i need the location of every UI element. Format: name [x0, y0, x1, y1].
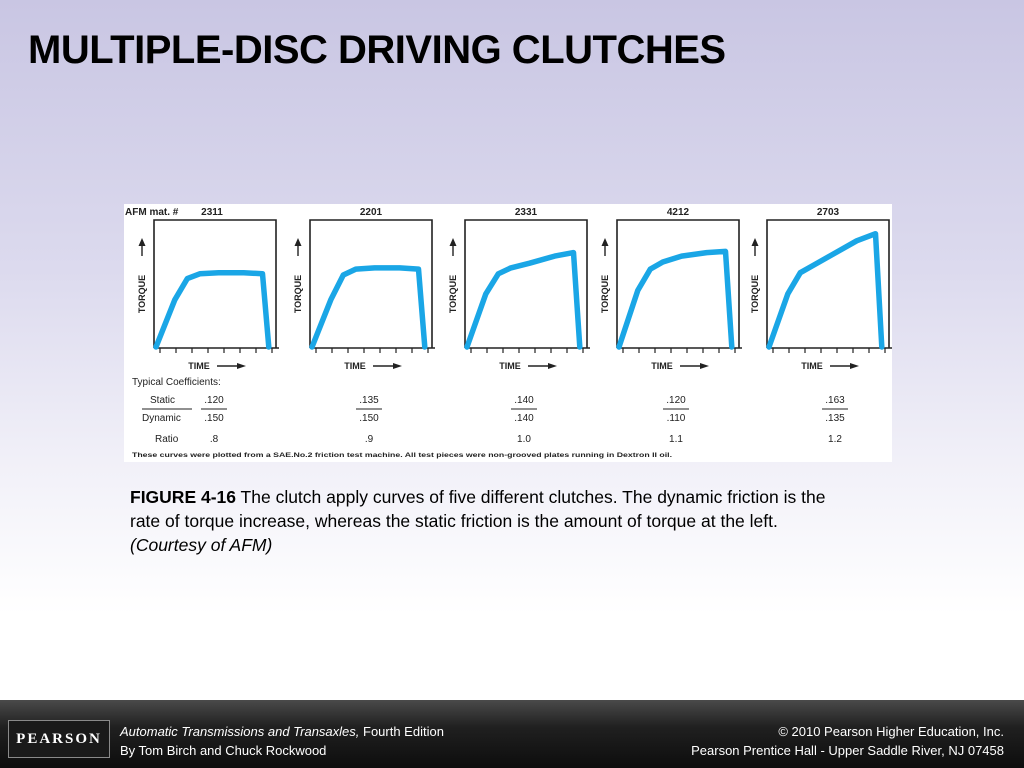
mat-number: 2311 — [201, 207, 223, 218]
mat-number: 2201 — [360, 207, 383, 218]
coefficients-header: Typical Coefficients: — [132, 377, 221, 388]
ratio-value: 1.1 — [669, 434, 683, 445]
static-coefficient: .163 — [825, 395, 845, 406]
book-info: Automatic Transmissions and Transaxles, … — [120, 722, 444, 760]
ratio-row-label: Ratio — [155, 434, 179, 445]
static-coefficient: .140 — [514, 395, 534, 406]
torque-arrow-head — [138, 238, 146, 246]
time-arrow-head — [548, 363, 557, 369]
dynamic-coefficient: .110 — [667, 413, 686, 424]
dynamic-coefficient: .150 — [204, 413, 224, 424]
y-axis-label: TORQUE — [293, 275, 303, 313]
static-coefficient: .120 — [666, 395, 686, 406]
x-axis-label: TIME — [188, 361, 210, 371]
x-axis-label: TIME — [651, 361, 673, 371]
clutch-curve — [464, 249, 583, 350]
time-arrow-head — [700, 363, 709, 369]
figure-footnote: These curves were plotted from a SAE.No.… — [132, 452, 672, 459]
book-authors: By Tom Birch and Chuck Rockwood — [120, 743, 327, 758]
panel-frame — [153, 219, 277, 348]
dynamic-coefficient: .140 — [514, 413, 534, 424]
panel-frame — [309, 219, 433, 348]
clutch-curve — [616, 248, 735, 350]
dynamic-coefficient: .150 — [359, 413, 379, 424]
x-axis-label: TIME — [499, 361, 521, 371]
caption-label: FIGURE 4-16 — [130, 487, 236, 507]
caption-text: The clutch apply curves of five differen… — [130, 487, 826, 531]
mat-number: 4212 — [667, 207, 690, 218]
mat-number: 2703 — [817, 207, 840, 218]
x-axis-label: TIME — [344, 361, 366, 371]
static-row-label: Static — [150, 395, 175, 406]
y-axis-label: TORQUE — [600, 275, 610, 313]
torque-arrow-head — [449, 238, 457, 246]
mat-number: 2331 — [515, 207, 538, 218]
footer-bar: PEARSON Automatic Transmissions and Tran… — [0, 700, 1024, 768]
time-arrow-head — [237, 363, 246, 369]
static-coefficient: .120 — [204, 395, 224, 406]
mat-number-label: AFM mat. # — [125, 207, 179, 218]
time-arrow-head — [393, 363, 402, 369]
figure-caption: FIGURE 4-16 The clutch apply curves of f… — [130, 485, 830, 557]
torque-arrow-head — [601, 238, 609, 246]
book-edition: Fourth Edition — [359, 724, 444, 739]
slide-title: MULTIPLE-DISC DRIVING CLUTCHES — [28, 28, 726, 72]
copyright-info: © 2010 Pearson Higher Education, Inc. Pe… — [691, 722, 1004, 760]
x-axis-label: TIME — [801, 361, 823, 371]
pearson-logo: PEARSON — [8, 720, 110, 758]
ratio-value: 1.0 — [517, 434, 531, 445]
y-axis-label: TORQUE — [448, 275, 458, 313]
pearson-logo-text: PEARSON — [16, 730, 102, 747]
ratio-value: .9 — [365, 434, 374, 445]
clutch-curve — [766, 230, 885, 350]
clutch-apply-figure: AFM mat. # 2311 TORQUE TIME 2201 TORQUE TIME 23… — [124, 204, 892, 462]
publisher-text: Pearson Prentice Hall - Upper Saddle Riv… — [691, 743, 1004, 758]
panel-frame — [616, 219, 740, 348]
y-axis-label: TORQUE — [750, 275, 760, 313]
book-title: Automatic Transmissions and Transaxles, — [120, 724, 360, 739]
ratio-value: 1.2 — [828, 434, 842, 445]
dynamic-coefficient: .135 — [825, 413, 845, 424]
copyright-text: © 2010 Pearson Higher Education, Inc. — [778, 724, 1004, 739]
clutch-curve — [153, 269, 272, 350]
caption-credit: (Courtesy of AFM) — [130, 535, 273, 555]
dynamic-row-label: Dynamic — [142, 413, 181, 424]
panel-frame — [464, 219, 588, 348]
torque-arrow-head — [294, 238, 302, 246]
time-arrow-head — [850, 363, 859, 369]
static-coefficient: .135 — [359, 395, 379, 406]
panel-frame — [766, 219, 890, 348]
ratio-value: .8 — [210, 434, 219, 445]
torque-arrow-head — [751, 238, 759, 246]
y-axis-label: TORQUE — [137, 275, 147, 313]
clutch-curves-chart: AFM mat. # 2311 TORQUE TIME 2201 TORQUE TIME 23… — [125, 207, 892, 459]
clutch-curve — [309, 265, 428, 350]
